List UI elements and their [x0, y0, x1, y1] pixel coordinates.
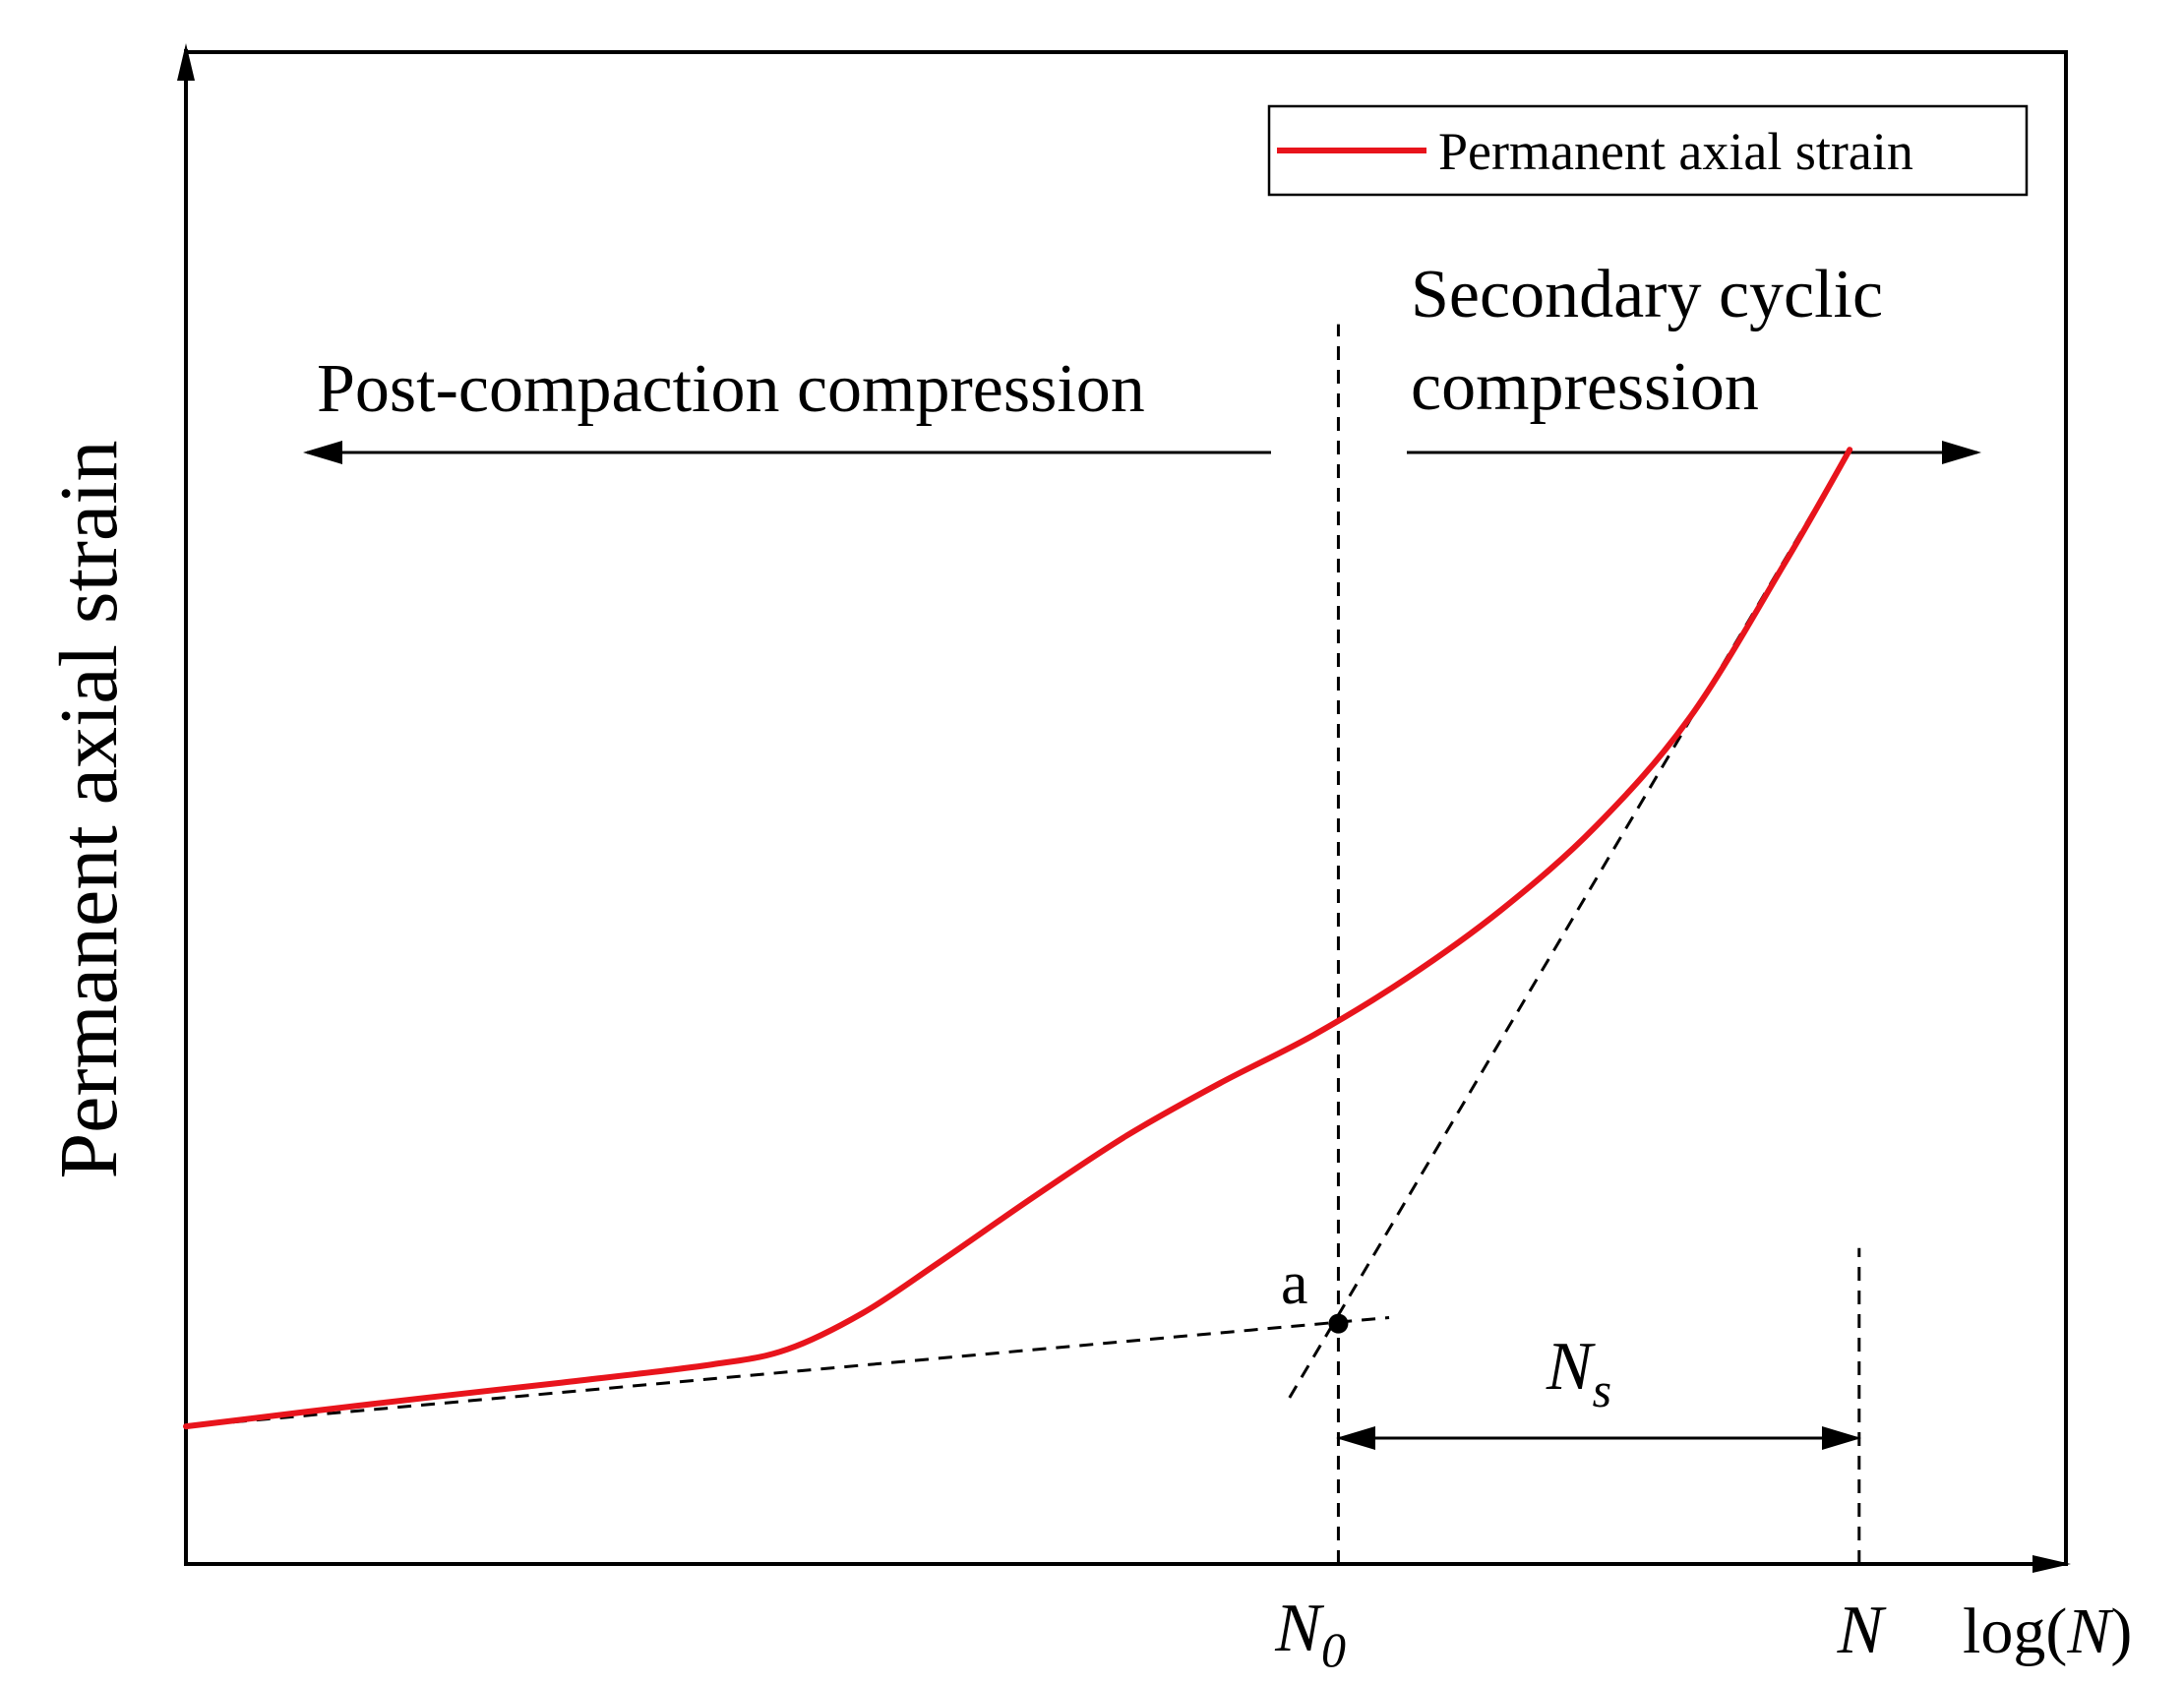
point-a-label: a: [1281, 1250, 1308, 1317]
initial-tangent-line: [185, 1315, 1390, 1428]
secondary-tangent-line: [1288, 449, 1851, 1399]
region-label-post-compaction: Post-compaction compression: [317, 351, 1145, 427]
x-axis-arrowhead: [2032, 1555, 2071, 1573]
legend-entry-label: Permanent axial strain: [1438, 122, 1913, 181]
series-line-permanent-axial-strain: [183, 447, 1853, 1430]
point-a-marker: [1328, 1313, 1349, 1334]
ns-label: Ns: [1546, 1329, 1611, 1417]
tick-label-n: N: [1837, 1593, 1887, 1668]
region-label-secondary-line1: Secondary cyclic: [1411, 257, 1883, 332]
region-label-secondary-line2: compression: [1411, 349, 1759, 425]
y-axis-label: Permanent axial strain: [43, 440, 135, 1178]
y-axis-arrowhead: [177, 43, 195, 81]
x-axis-label: log(N): [1963, 1595, 2132, 1667]
tick-label-n0: N0: [1274, 1591, 1346, 1677]
